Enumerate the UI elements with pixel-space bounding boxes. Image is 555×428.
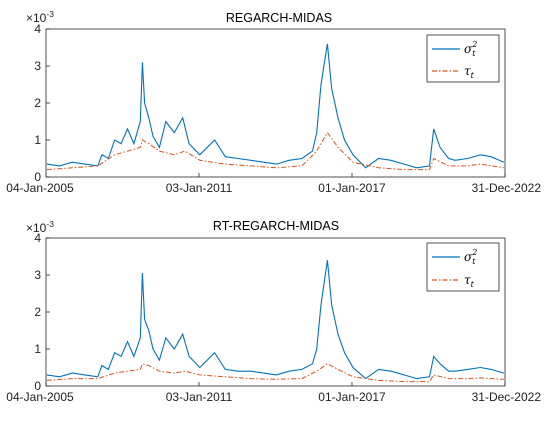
tick-layer: 0 1 2 3 4 04-Jan-2005 03-Jan-2011 01-Jan-2017 31…	[6, 231, 541, 404]
y-tick-label: 4	[34, 231, 41, 245]
x-tick-label: 31-Dec-2022	[472, 390, 542, 404]
series-line-sigma	[46, 260, 505, 380]
y-tick-label: 2	[34, 96, 41, 110]
y-tick-label: 3	[34, 268, 41, 282]
y-exponent-label: ×10-3	[26, 219, 54, 235]
y-tick-label: 1	[34, 342, 41, 356]
panel-title: RT-REGARCH-MIDAS	[213, 219, 339, 233]
legend-box	[426, 242, 500, 292]
legend-label-tau: τt	[464, 273, 475, 289]
legend-label-tau: τt	[464, 64, 475, 80]
series-line-tau	[46, 131, 504, 171]
x-tick-label: 01-Jan-2017	[318, 390, 386, 404]
x-tick-label: 01-Jan-2017	[318, 181, 386, 195]
legend-box	[426, 34, 500, 83]
legend-label-sigma: σ2 t	[464, 40, 477, 58]
y-tick-label: 1	[34, 133, 41, 147]
y-exponent-label: ×10-3	[26, 9, 54, 25]
y-tick-label: 3	[34, 59, 41, 73]
tick-layer: 0 1 2 3 4 04-Jan-2005 03-Jan-2011 01-Jan-2017 31…	[6, 22, 541, 195]
y-tick-label: 0	[34, 170, 41, 184]
y-tick-label: 2	[34, 305, 41, 319]
x-tick-label: 03-Jan-2011	[166, 390, 233, 404]
series-line-tau	[46, 363, 504, 383]
y-tick-label: 0	[34, 379, 41, 393]
x-tick-label: 04-Jan-2005	[6, 181, 74, 195]
series-layer	[46, 43, 505, 171]
x-tick-label: 31-Dec-2022	[472, 181, 542, 195]
y-tick-label: 4	[34, 22, 41, 36]
series-line-sigma	[46, 43, 505, 169]
panel-regarch-midas: REGARCH-MIDAS ×10-3 0 1 2 3 4 04-Jan-2005 03-J…	[6, 9, 541, 195]
x-tick-label: 04-Jan-2005	[6, 390, 74, 404]
series-layer	[46, 260, 505, 383]
legend-label-sigma: σ2 t	[464, 248, 477, 266]
legend: σ2 t τt	[426, 242, 500, 292]
legend: σ2 t τt	[426, 34, 500, 83]
x-tick-label: 03-Jan-2011	[166, 181, 233, 195]
panel-title: REGARCH-MIDAS	[226, 11, 332, 25]
